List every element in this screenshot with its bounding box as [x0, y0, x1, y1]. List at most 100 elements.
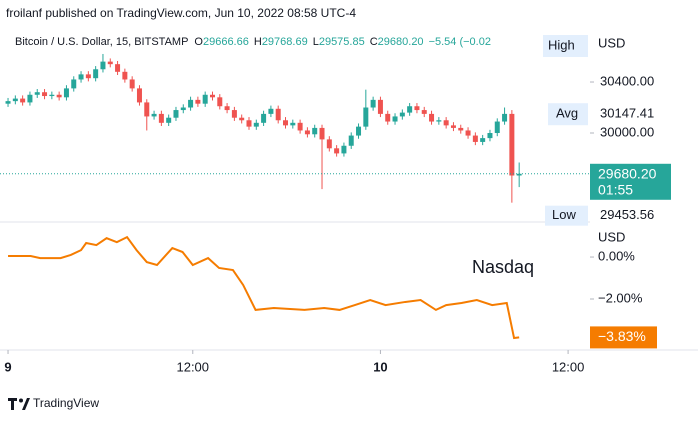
candle-body: [158, 113, 164, 123]
low-marker-label: Low: [552, 207, 576, 222]
candle-body: [63, 88, 69, 98]
candle-body: [341, 145, 347, 154]
axis-unit: USD: [598, 229, 625, 244]
y-tick-label: −2.00%: [598, 290, 643, 305]
candle-body: [414, 106, 420, 111]
candle-body: [399, 112, 405, 117]
candle-body: [348, 135, 354, 146]
candle-body: [195, 99, 201, 104]
candle-body: [472, 135, 478, 142]
candle-body: [217, 97, 223, 107]
candle-body: [487, 133, 493, 139]
candle-body: [443, 120, 449, 126]
candle-body: [34, 92, 40, 95]
last-value-label: −3.83%: [598, 328, 646, 344]
candle-body: [122, 71, 128, 80]
candle-body: [78, 74, 84, 80]
change: −5.54 (−0.02: [429, 36, 491, 48]
avg-marker-label: Avg: [556, 106, 578, 121]
candle-body: [239, 117, 245, 121]
candle-body: [297, 122, 303, 131]
candle-body: [173, 110, 179, 118]
candle-body: [5, 101, 11, 104]
ohlc: O29666.66 H29768.69 L29575.85 C29680.20: [194, 36, 423, 48]
x-tick-label: 12:00: [176, 359, 209, 374]
symbol-legend: Bitcoin / U.S. Dollar, 15, BITSTAMP O2966…: [15, 36, 491, 48]
plot-area: [0, 53, 590, 340]
candle-body: [516, 173, 522, 176]
last-price-label: 29680.20: [598, 165, 657, 181]
candle-body: [450, 125, 456, 128]
candle-body: [188, 99, 194, 108]
candle-body: [377, 99, 383, 114]
legend-value: 29666.66: [203, 36, 249, 48]
candle-body: [494, 121, 500, 134]
candle-body: [202, 94, 208, 104]
candle-body: [71, 79, 77, 89]
price-axis: USD High 30400.00 30000.00 Avg 30147.41 Low 294…: [543, 35, 671, 349]
legend-value: 29768.69: [262, 36, 308, 48]
series-line: [8, 235, 520, 340]
candle-body: [268, 108, 274, 114]
candle-body: [458, 127, 464, 131]
candle-body: [275, 108, 281, 121]
candle-body: [319, 127, 325, 140]
candle-body: [436, 120, 442, 122]
legend-key: L: [313, 36, 319, 48]
avg-marker-box: [548, 103, 588, 126]
candle-body: [107, 61, 113, 65]
candle-body: [290, 122, 296, 126]
candle-body: [304, 130, 310, 135]
high-marker-box: [543, 35, 588, 57]
candle-body: [392, 116, 398, 122]
legend-value: 29680.20: [378, 36, 424, 48]
candle-body: [283, 120, 289, 126]
candle-body: [180, 107, 186, 111]
candle-body: [370, 99, 376, 108]
legend-value: 29575.85: [319, 36, 365, 48]
candle-body: [42, 92, 48, 97]
candle-body: [56, 94, 62, 98]
candle-body: [144, 102, 150, 117]
candle-body: [115, 64, 121, 72]
candle-body: [363, 107, 369, 127]
low-marker-box: [545, 205, 588, 226]
candle-body: [312, 127, 318, 135]
candle-body: [100, 61, 106, 70]
legend-key: C: [370, 36, 378, 48]
candle-body: [129, 79, 135, 89]
legend-key: H: [254, 36, 262, 48]
candle-body: [49, 94, 55, 97]
candle-body: [509, 113, 515, 176]
candle-body: [12, 98, 18, 102]
candle-body: [407, 106, 413, 113]
candle-body: [385, 113, 391, 122]
candle-body: [246, 120, 252, 127]
candle-body: [356, 126, 362, 136]
candle-body: [151, 113, 157, 117]
candle-body: [136, 88, 142, 103]
y-tick-label: 0.00%: [598, 248, 635, 263]
high-marker: High: [548, 37, 575, 52]
x-tick-label: 10: [373, 359, 387, 374]
candle-body: [224, 106, 230, 111]
low-marker-value: 29453.56: [600, 207, 654, 222]
candle-body: [20, 98, 26, 103]
candle-body: [231, 110, 237, 118]
x-tick-label: 9: [4, 359, 11, 374]
candle-body: [429, 113, 435, 122]
candle-body: [27, 94, 33, 103]
candle-body: [465, 130, 471, 136]
y-tick-label: 30400.00: [600, 73, 654, 88]
candle-body: [334, 148, 340, 154]
avg-marker-value: 30147.41: [600, 106, 654, 121]
candle-body: [253, 122, 259, 127]
candle-body: [326, 139, 332, 149]
brand-logo: [8, 398, 30, 410]
brand: TradingView: [33, 396, 99, 410]
candle-body: [480, 138, 486, 142]
candle-body: [261, 113, 267, 123]
annotation: Nasdaq: [472, 257, 534, 277]
axis-unit: USD: [598, 35, 625, 50]
